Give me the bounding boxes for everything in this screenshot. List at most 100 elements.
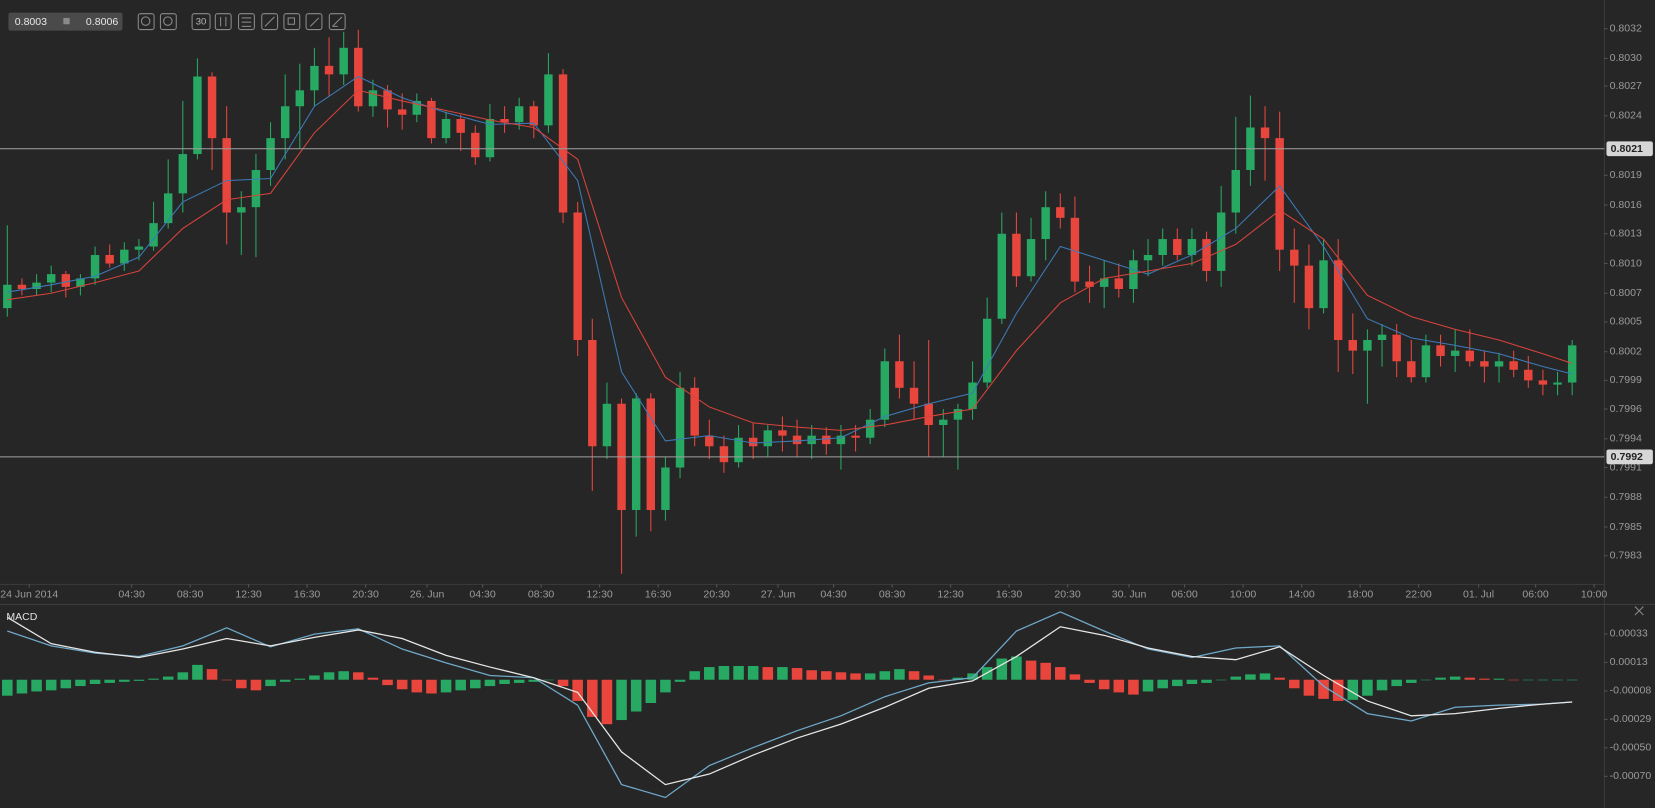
candle-body bbox=[1173, 239, 1182, 256]
candle-body bbox=[1392, 334, 1401, 362]
x-tick-label: 06:00 bbox=[1522, 589, 1549, 601]
histogram-bar bbox=[411, 679, 423, 693]
close-panel-button[interactable] bbox=[1634, 606, 1644, 616]
histogram-bar bbox=[689, 671, 700, 680]
histogram-bar bbox=[674, 679, 686, 682]
x-tick-label: 16:30 bbox=[294, 589, 321, 601]
candle-body bbox=[383, 90, 392, 110]
y-tick-label: 0.7996 bbox=[1610, 403, 1642, 415]
candle-body bbox=[705, 435, 714, 447]
candle-body bbox=[1290, 249, 1299, 266]
candle-body bbox=[602, 403, 612, 447]
x-tick-label: 08:30 bbox=[177, 589, 204, 601]
candle-body bbox=[485, 119, 495, 158]
candle-body bbox=[1480, 361, 1489, 367]
level-label: 0.8021 bbox=[1611, 143, 1643, 155]
x-tick-label: 12:30 bbox=[235, 589, 262, 601]
histogram-bar bbox=[1347, 679, 1359, 700]
x-tick-label: 30. Jun bbox=[1112, 589, 1147, 601]
candle-body bbox=[514, 106, 524, 123]
histogram-bar bbox=[923, 675, 934, 680]
chart-type-button[interactable] bbox=[214, 13, 232, 31]
histogram-bar bbox=[104, 679, 115, 683]
candle-body bbox=[76, 278, 85, 287]
histogram-bar bbox=[265, 679, 276, 687]
histogram-bar bbox=[236, 679, 247, 689]
x-tick-label: 24 Jun 2014 bbox=[0, 589, 58, 601]
histogram-bar bbox=[952, 677, 964, 680]
histogram-bar bbox=[528, 679, 540, 682]
candle-body bbox=[207, 76, 217, 139]
candle-body bbox=[456, 119, 465, 133]
moving-average bbox=[7, 75, 1573, 444]
histogram-bar bbox=[60, 679, 72, 689]
y-tick-label: -0.00029 bbox=[1610, 713, 1652, 725]
candle-body bbox=[105, 255, 114, 264]
candle-body bbox=[529, 106, 539, 126]
indicators-button[interactable] bbox=[238, 13, 255, 31]
candle-body bbox=[982, 318, 992, 383]
candle-body bbox=[368, 90, 378, 107]
y-tick-label: 0.00013 bbox=[1610, 656, 1648, 668]
candle-body bbox=[1114, 278, 1124, 290]
histogram-bar bbox=[1142, 679, 1154, 692]
candle-body bbox=[748, 437, 758, 447]
histogram-bar bbox=[747, 665, 759, 680]
brush-button[interactable] bbox=[328, 13, 346, 31]
candle-body bbox=[324, 65, 334, 75]
candle-body bbox=[1129, 260, 1138, 290]
zoom-in-button[interactable] bbox=[159, 13, 177, 31]
candle-body bbox=[1085, 281, 1094, 287]
histogram-bar bbox=[279, 679, 291, 682]
interval-button[interactable]: 30 bbox=[191, 13, 211, 31]
candle-body bbox=[397, 109, 407, 115]
histogram-bar bbox=[1493, 678, 1505, 680]
x-tick-label: 01. Jul bbox=[1463, 589, 1494, 601]
histogram-bar bbox=[908, 671, 920, 680]
y-tick-label: -0.00070 bbox=[1610, 770, 1652, 782]
candle-body bbox=[865, 419, 875, 438]
histogram-bar bbox=[338, 671, 349, 680]
draw-line-button[interactable] bbox=[261, 13, 279, 31]
candle-body bbox=[851, 435, 860, 438]
histogram-bar bbox=[1055, 667, 1066, 680]
y-tick-label: 0.7991 bbox=[1610, 461, 1642, 473]
histogram-bar bbox=[1420, 679, 1432, 681]
x-tick-label: 04:30 bbox=[469, 589, 496, 601]
zoom-out-button[interactable] bbox=[137, 13, 155, 31]
x-tick-label: 10:00 bbox=[1230, 589, 1257, 601]
candle-body bbox=[573, 212, 582, 341]
x-tick-label: 14:00 bbox=[1288, 589, 1315, 601]
x-tick-label: 04:30 bbox=[820, 589, 847, 601]
x-tick-label: 20:30 bbox=[703, 589, 730, 601]
candle-body bbox=[310, 65, 319, 91]
histogram-bar bbox=[31, 679, 42, 692]
y-tick-label: 0.8010 bbox=[1610, 257, 1642, 269]
y-tick-label: 0.8032 bbox=[1610, 22, 1642, 34]
layers-button[interactable] bbox=[283, 13, 301, 31]
histogram-bar bbox=[1552, 679, 1563, 681]
histogram-bar bbox=[894, 669, 905, 680]
histogram-bar bbox=[762, 667, 774, 680]
histogram-bar bbox=[1362, 679, 1373, 696]
edit-button[interactable] bbox=[305, 13, 323, 31]
candle-body bbox=[1026, 239, 1036, 277]
histogram-bar bbox=[1186, 679, 1198, 685]
candle-body bbox=[909, 387, 919, 404]
x-tick-label: 06:00 bbox=[1171, 589, 1198, 601]
histogram-bar bbox=[835, 672, 847, 680]
candle-body bbox=[412, 100, 422, 115]
candle-body bbox=[3, 284, 12, 309]
y-tick-label: 0.8016 bbox=[1610, 199, 1642, 211]
candle-body bbox=[339, 47, 348, 75]
histogram-bar bbox=[704, 667, 715, 680]
histogram-bar bbox=[1245, 674, 1256, 680]
y-tick-label: 0.8002 bbox=[1610, 345, 1642, 357]
histogram-bar bbox=[192, 664, 203, 680]
candle-body bbox=[1509, 361, 1518, 370]
bid-price: 0.8003 bbox=[15, 16, 47, 28]
histogram-bar bbox=[148, 678, 159, 680]
histogram-bar bbox=[426, 679, 437, 694]
histogram-bar bbox=[162, 676, 174, 680]
histogram-bar bbox=[791, 668, 803, 680]
